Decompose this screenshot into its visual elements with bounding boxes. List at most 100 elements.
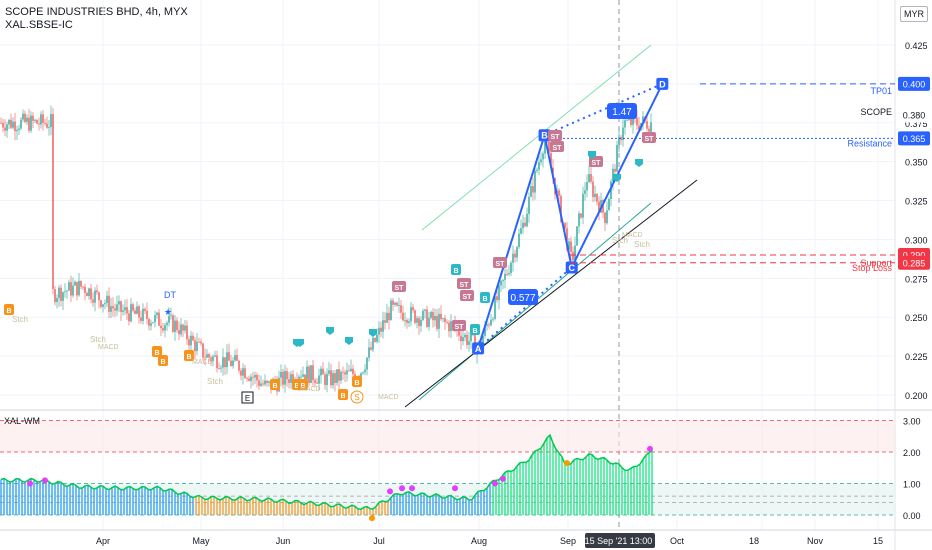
candle-body xyxy=(486,324,488,326)
candle-body xyxy=(72,285,74,296)
candle xyxy=(220,364,222,373)
candle xyxy=(362,371,364,375)
candle-body xyxy=(624,120,626,128)
pattern-point-label: B xyxy=(541,131,548,141)
candle xyxy=(462,329,464,346)
candle xyxy=(414,309,416,325)
buy-marker-text: B xyxy=(160,359,165,366)
candle xyxy=(184,319,186,334)
candle-body xyxy=(622,127,624,141)
candle xyxy=(384,312,386,330)
candle-body xyxy=(306,366,308,380)
time-tick: Apr xyxy=(96,536,110,546)
candle xyxy=(318,368,320,391)
price-tick: 0.250 xyxy=(905,313,928,323)
candle-body xyxy=(626,119,628,121)
candle-body xyxy=(588,174,590,183)
candle xyxy=(324,371,326,390)
pattern-point-c: C xyxy=(565,261,578,274)
candle-body xyxy=(280,371,282,378)
osc-dot xyxy=(409,485,415,492)
candle xyxy=(108,287,110,319)
candle xyxy=(70,275,72,303)
st-marker: ST xyxy=(642,132,656,143)
candle-body xyxy=(396,302,398,306)
e-marker: E xyxy=(241,391,254,404)
candle-body xyxy=(118,301,120,305)
candle xyxy=(342,366,344,380)
flag-icon xyxy=(635,159,643,167)
pattern-point-box xyxy=(656,77,669,90)
candle-body xyxy=(302,374,304,377)
candle-body xyxy=(240,370,242,376)
candle xyxy=(334,370,336,392)
osc-dot xyxy=(387,488,393,495)
candle xyxy=(134,307,136,315)
candle xyxy=(538,153,540,176)
candle xyxy=(186,320,188,345)
candle xyxy=(540,152,542,166)
candle xyxy=(168,307,170,327)
candle-body xyxy=(90,288,92,300)
candle xyxy=(32,111,34,128)
candle xyxy=(464,332,466,342)
candle-body xyxy=(528,196,530,214)
candle xyxy=(248,375,250,382)
candle xyxy=(200,338,202,346)
currency-badge[interactable]: MYR xyxy=(900,6,928,22)
candle-body xyxy=(516,247,518,258)
candle-body xyxy=(648,128,650,132)
candle-body xyxy=(466,334,468,345)
candle xyxy=(102,303,104,313)
candle-body xyxy=(30,115,32,131)
buy-marker-text: B xyxy=(300,383,305,390)
candle-body xyxy=(212,356,214,361)
candle-body xyxy=(46,123,48,128)
candle-body xyxy=(168,315,170,323)
candle xyxy=(90,283,92,304)
buy-marker-box xyxy=(152,346,162,357)
candle-body xyxy=(102,304,104,307)
osc-dot xyxy=(27,480,33,487)
candle xyxy=(426,305,428,328)
candle xyxy=(578,211,580,234)
candle-body xyxy=(290,374,292,383)
candle-body xyxy=(246,378,248,379)
candle xyxy=(492,316,494,323)
price-label-box xyxy=(898,131,930,146)
candle-body xyxy=(498,285,500,301)
st-marker: ST xyxy=(550,141,564,152)
candle xyxy=(176,317,178,334)
candle-body xyxy=(42,114,44,123)
candle-body xyxy=(650,122,652,132)
candle-body xyxy=(332,373,334,386)
time-tick: Jul xyxy=(373,536,385,546)
candle xyxy=(380,321,382,338)
candle xyxy=(204,348,206,366)
candle-body xyxy=(496,296,498,301)
candle-body xyxy=(348,370,350,372)
candle xyxy=(208,352,210,363)
candle-body xyxy=(122,310,124,312)
candle-body xyxy=(56,297,58,303)
candle-body xyxy=(84,286,86,293)
candle xyxy=(218,362,220,370)
candle-body xyxy=(110,306,112,312)
macd-label: MACD xyxy=(378,394,399,401)
candle xyxy=(68,279,70,291)
candle-body xyxy=(66,290,68,292)
candle-body xyxy=(164,325,166,331)
candle xyxy=(466,330,468,349)
candle-body xyxy=(442,318,444,320)
candle xyxy=(576,226,578,246)
candle-body xyxy=(76,281,78,296)
osc-tick: 3.00 xyxy=(903,417,921,427)
candle xyxy=(398,297,400,314)
candle xyxy=(74,280,76,286)
candle xyxy=(112,297,114,317)
candle-body xyxy=(138,306,140,318)
candle xyxy=(594,185,596,202)
flag-icon xyxy=(345,337,353,345)
candle-body xyxy=(574,245,576,261)
